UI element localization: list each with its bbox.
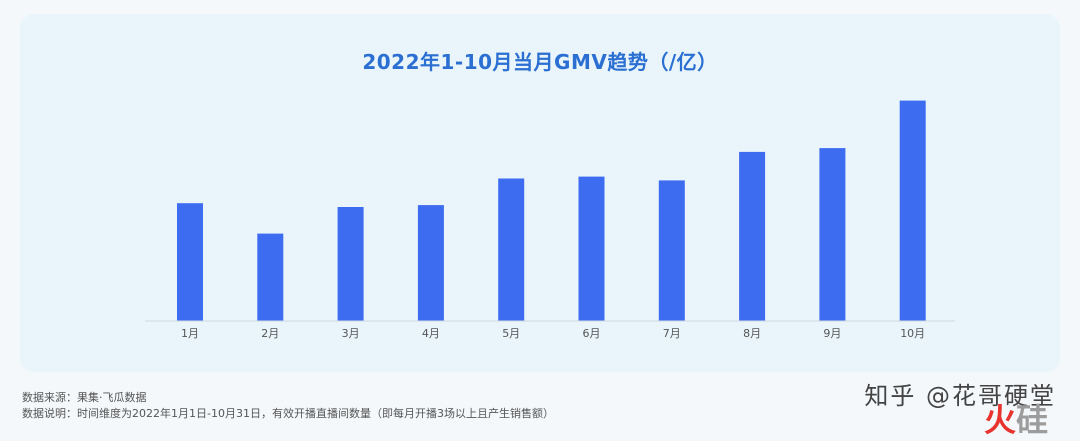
x-tick-label: 4月 [422, 327, 440, 340]
bar-6月 [578, 176, 605, 321]
watermark-text: 知乎 @花哥硬堂 [864, 382, 1056, 410]
x-tick-label: 9月 [823, 327, 841, 340]
bar-8月 [739, 151, 766, 321]
bar-4月 [417, 205, 444, 321]
logo-glyph-rest: 硅 [1015, 401, 1048, 439]
x-tick-label: 2月 [261, 327, 279, 340]
x-tick-label: 10月 [900, 327, 925, 340]
bar-3月 [337, 207, 364, 321]
bar-2月 [257, 233, 284, 321]
data-source-note: 数据来源：果集·飞瓜数据 [22, 391, 147, 404]
bar-9月 [819, 148, 846, 321]
x-tick-label: 8月 [743, 327, 761, 340]
bar-10月 [899, 100, 926, 321]
bar-5月 [498, 178, 525, 321]
x-tick-label: 3月 [342, 327, 360, 340]
watermark-logo: 火硅 [984, 395, 1048, 441]
logo-glyph: 火 [983, 401, 1016, 439]
x-tick-label: 1月 [181, 327, 199, 340]
chart-title: 2022年1-10月当月GMV趋势（/亿） [362, 50, 718, 74]
bar-7月 [658, 180, 685, 321]
x-tick-label: 5月 [502, 327, 520, 340]
bar-1月 [177, 203, 203, 321]
x-tick-label: 7月 [663, 327, 681, 340]
data-explanation-note: 数据说明：时间维度为2022年1月1日-10月31日，有效开播直播间数量（即每月… [22, 407, 554, 420]
x-tick-label: 6月 [583, 327, 601, 340]
